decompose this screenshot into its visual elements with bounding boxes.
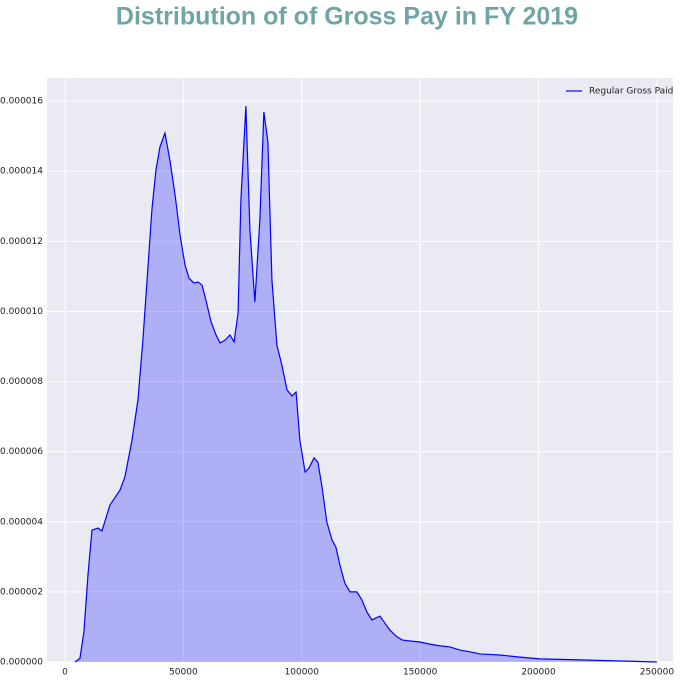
y-tick-label: 0.000012 (0, 237, 43, 247)
x-tick-label: 50000 (169, 668, 198, 678)
x-tick-label: 250000 (640, 668, 675, 678)
plot-area (47, 78, 673, 662)
y-tick-label: 0.000016 (0, 97, 43, 107)
line (74, 106, 657, 663)
x-tick-label: 200000 (521, 668, 556, 678)
area (74, 106, 657, 663)
y-tick-label: 0.000014 (0, 167, 43, 177)
y-tick-label: 0.000010 (0, 307, 43, 317)
x-tick-label: 0 (62, 668, 68, 678)
x-tick-label: 100000 (285, 668, 320, 678)
x-tick-label: 150000 (403, 668, 438, 678)
legend-label: Regular Gross Paid (589, 87, 673, 97)
y-tick-label: 0.000008 (0, 377, 43, 387)
y-tick-label: 0.000000 (0, 658, 43, 668)
y-tick-label: 0.000004 (0, 517, 43, 527)
y-tick-label: 0.000002 (0, 587, 43, 597)
y-tick-label: 0.000006 (0, 447, 43, 457)
chart-title: Distribution of of Gross Pay in FY 2019 (116, 3, 578, 31)
